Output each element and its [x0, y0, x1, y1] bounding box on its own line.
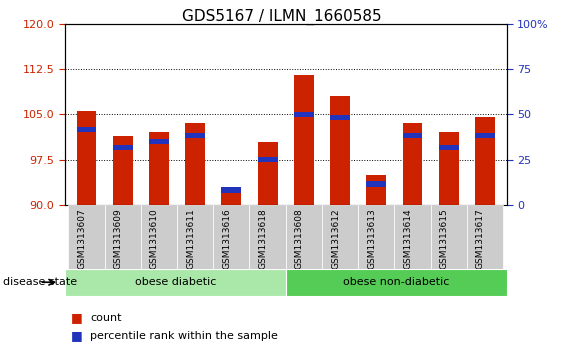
FancyBboxPatch shape — [177, 205, 213, 269]
FancyBboxPatch shape — [141, 205, 177, 269]
Text: GSM1313617: GSM1313617 — [476, 208, 485, 269]
Bar — [330, 96, 350, 205]
FancyBboxPatch shape — [213, 205, 249, 269]
Text: GSM1313613: GSM1313613 — [367, 208, 376, 269]
Bar — [77, 111, 96, 205]
Text: GSM1313612: GSM1313612 — [331, 208, 340, 269]
FancyBboxPatch shape — [65, 269, 285, 296]
Bar — [367, 175, 386, 205]
Text: GSM1313615: GSM1313615 — [440, 208, 449, 269]
Text: GSM1313607: GSM1313607 — [78, 208, 87, 269]
Bar — [439, 145, 459, 150]
FancyBboxPatch shape — [431, 205, 467, 269]
Bar — [475, 133, 495, 138]
Bar — [330, 115, 350, 120]
Text: GSM1313611: GSM1313611 — [186, 208, 195, 269]
Bar — [258, 157, 278, 163]
Bar — [221, 187, 242, 205]
FancyBboxPatch shape — [249, 205, 286, 269]
Text: GSM1313608: GSM1313608 — [295, 208, 304, 269]
FancyBboxPatch shape — [68, 205, 105, 269]
Bar — [475, 117, 495, 205]
Bar — [367, 181, 386, 187]
Text: GDS5167 / ILMN_1660585: GDS5167 / ILMN_1660585 — [182, 9, 381, 25]
FancyBboxPatch shape — [105, 205, 141, 269]
FancyBboxPatch shape — [395, 205, 431, 269]
Text: GSM1313610: GSM1313610 — [150, 208, 159, 269]
Text: obese diabetic: obese diabetic — [135, 277, 216, 287]
Bar — [258, 142, 278, 205]
Text: GSM1313614: GSM1313614 — [404, 208, 413, 269]
Bar — [221, 187, 242, 193]
Bar — [185, 133, 205, 138]
Bar — [113, 145, 133, 150]
Text: disease state: disease state — [3, 277, 77, 287]
Bar — [77, 127, 96, 132]
Bar — [149, 139, 169, 144]
Bar — [403, 133, 422, 138]
Bar — [113, 135, 133, 205]
Text: obese non-diabetic: obese non-diabetic — [343, 277, 449, 287]
FancyBboxPatch shape — [286, 205, 322, 269]
Text: GSM1313616: GSM1313616 — [222, 208, 231, 269]
Text: GSM1313609: GSM1313609 — [114, 208, 123, 269]
Text: GSM1313618: GSM1313618 — [258, 208, 267, 269]
FancyBboxPatch shape — [358, 205, 395, 269]
Text: count: count — [90, 313, 122, 323]
Bar — [294, 75, 314, 205]
Bar — [403, 123, 422, 205]
FancyBboxPatch shape — [322, 205, 358, 269]
Bar — [294, 112, 314, 117]
Text: ■: ■ — [70, 329, 82, 342]
Bar — [439, 132, 459, 205]
FancyBboxPatch shape — [467, 205, 503, 269]
Bar — [185, 123, 205, 205]
Bar — [149, 132, 169, 205]
Text: percentile rank within the sample: percentile rank within the sample — [90, 331, 278, 341]
FancyBboxPatch shape — [285, 269, 507, 296]
Text: ■: ■ — [70, 311, 82, 324]
